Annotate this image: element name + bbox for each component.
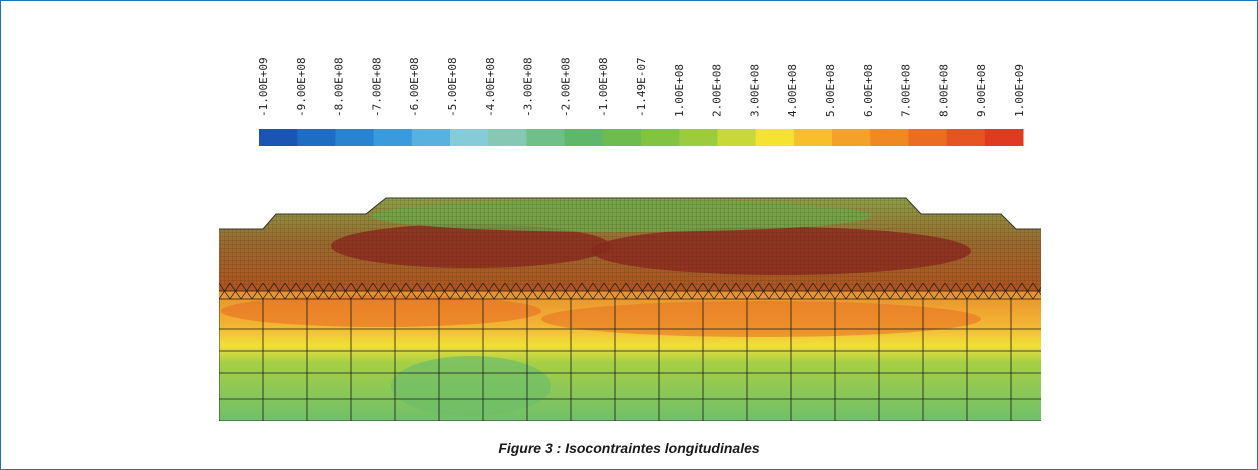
colorbar-segment [755, 129, 795, 146]
colorbar-tick-label: 8.00E+08 [937, 64, 950, 117]
colorbar-tick-label: 4.00E+08 [786, 64, 799, 117]
colorbar-segment [450, 129, 489, 146]
colorbar-segment [946, 129, 986, 146]
colorbar-segment [297, 129, 336, 146]
colorbar-segment [526, 129, 566, 146]
colorbar-segment [641, 129, 680, 146]
contour-plot [219, 198, 1041, 421]
colorbar-tick-label: -1.49E-07 [635, 57, 648, 117]
colorbar-tick-label: 7.00E+08 [900, 64, 913, 117]
colorbar-tick-label: 1.00E+08 [673, 64, 686, 117]
colorbar-tick-label: -8.00E+08 [333, 57, 346, 117]
colorbar: -1.00E+09 -9.00E+08 -8.00E+08 -7.00E+08 -6.0… [257, 57, 1026, 146]
colorbar-tick-label: -6.00E+08 [408, 57, 421, 117]
colorbar-tick-label: -7.00E+08 [370, 57, 383, 117]
colorbar-segment [908, 129, 948, 146]
colorbar-tick-label: 6.00E+08 [862, 64, 875, 117]
colorbar-segment [602, 129, 642, 146]
colorbar-segment [793, 129, 833, 146]
colorbar-tick-label: 3.00E+08 [748, 64, 761, 117]
colorbar-tick-label: 1.00E+09 [1013, 64, 1026, 117]
colorbar-segment [984, 129, 1024, 146]
colorbar-segment [373, 129, 413, 146]
colorbar-tick-label: -9.00E+08 [295, 57, 308, 117]
colorbar-segment [870, 129, 909, 146]
colorbar-segment [335, 129, 375, 146]
colorbar-tick-label: -4.00E+08 [484, 57, 497, 117]
colorbar-tick-label: 9.00E+08 [975, 64, 988, 117]
colorbar-tick-label: -5.00E+08 [446, 57, 459, 117]
colorbar-segment [564, 129, 604, 146]
colorbar-tick-label: -3.00E+08 [522, 57, 535, 117]
colorbar-segment [679, 129, 718, 146]
colorbar-segment [259, 129, 298, 146]
colorbar-tick-label: 5.00E+08 [824, 64, 837, 117]
colorbar-tick-label: -2.00E+08 [559, 57, 572, 117]
colorbar-segment [411, 129, 451, 146]
colorbar-tick-label: -1.00E+08 [597, 57, 610, 117]
colorbar-segment [717, 129, 757, 146]
colorbar-segment [488, 129, 527, 146]
colorbar-tick-label: -1.00E+09 [257, 57, 270, 117]
colorbar-tick-label: 2.00E+08 [711, 64, 724, 117]
embankment-outline [219, 197, 1041, 230]
colorbar-segment [832, 129, 871, 146]
caption: Figure 3 : Isocontraintes longitudinales [498, 440, 760, 456]
